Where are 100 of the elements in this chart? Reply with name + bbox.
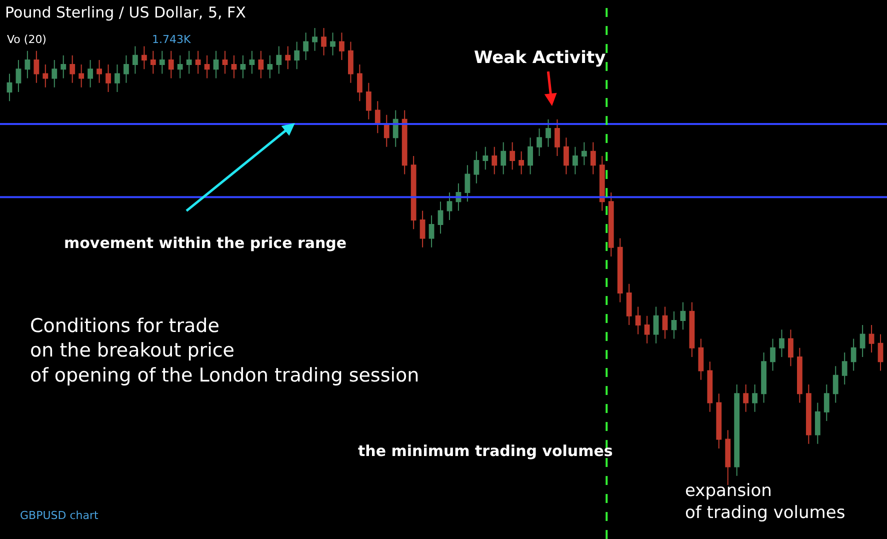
candlestick — [546, 118, 551, 148]
candlestick — [42, 64, 48, 88]
candlestick — [348, 41, 354, 84]
candlestick — [500, 142, 506, 175]
candlestick — [294, 41, 300, 70]
candlestick — [356, 64, 362, 102]
candlestick — [590, 142, 596, 175]
candlestick — [698, 338, 704, 380]
candlestick — [761, 352, 766, 404]
annotation: Vo (20) — [7, 33, 46, 46]
candlestick — [78, 64, 84, 88]
candlestick — [321, 28, 326, 56]
candlestick — [285, 46, 291, 70]
candlestick — [150, 50, 156, 74]
candlestick — [510, 142, 516, 170]
candlestick — [34, 50, 40, 84]
candlestick — [428, 214, 434, 248]
candlestick — [796, 347, 802, 404]
candlestick — [850, 338, 856, 372]
candlestick — [276, 46, 282, 74]
candlestick — [303, 32, 309, 60]
candlestick — [240, 54, 246, 79]
candlestick — [132, 46, 138, 74]
candlestick — [581, 142, 587, 166]
candlestick — [653, 306, 659, 344]
candlestick — [384, 114, 390, 148]
candlestick — [599, 155, 605, 212]
candlestick — [779, 329, 784, 358]
candlestick — [114, 64, 120, 92]
candlestick — [438, 201, 444, 234]
candlestick — [752, 384, 758, 412]
annotation: 1.743K — [152, 33, 192, 46]
candlestick — [96, 59, 102, 84]
candlestick — [492, 146, 498, 175]
candlestick — [6, 73, 12, 102]
candlestick — [464, 164, 470, 202]
candlestick — [788, 329, 794, 367]
candlestick — [635, 306, 641, 335]
candlestick — [878, 334, 884, 372]
candlestick — [707, 361, 713, 412]
candlestick — [554, 118, 560, 156]
candlestick — [770, 338, 776, 372]
candlestick — [482, 146, 488, 170]
candlestick — [446, 192, 452, 220]
candlestick — [366, 82, 372, 120]
candlestick — [842, 352, 848, 385]
candlestick — [88, 59, 94, 88]
candlestick — [832, 366, 838, 404]
candlestick — [608, 192, 614, 257]
candlestick — [806, 384, 812, 444]
candlestick — [868, 324, 874, 353]
candlestick — [662, 306, 668, 340]
candlestick — [186, 50, 192, 74]
candlestick — [410, 155, 416, 230]
candlestick — [743, 384, 749, 412]
candlestick — [312, 28, 318, 52]
candlestick — [420, 210, 426, 248]
candlestick — [402, 110, 408, 175]
candlestick — [16, 59, 22, 92]
candlestick — [52, 59, 58, 88]
candlestick — [689, 302, 695, 358]
annotation: the minimum trading volumes — [358, 442, 613, 460]
candlestick — [258, 50, 264, 79]
annotation: movement within the price range — [64, 234, 347, 252]
candlestick — [671, 310, 677, 340]
candlestick — [528, 137, 534, 175]
candlestick — [213, 50, 219, 79]
candlestick — [564, 137, 569, 175]
candlestick — [60, 54, 66, 79]
candlestick — [177, 54, 183, 79]
candlestick — [231, 54, 237, 79]
annotation: expansion of trading volumes — [685, 481, 846, 524]
candlestick — [626, 283, 632, 326]
candlestick — [518, 150, 524, 175]
candlestick — [24, 50, 30, 79]
candlestick — [330, 32, 336, 56]
candlestick — [204, 54, 210, 79]
candlestick — [374, 100, 380, 134]
candlestick — [536, 128, 542, 156]
candlestick — [159, 50, 165, 74]
candlestick — [860, 324, 866, 358]
candlestick — [195, 50, 201, 74]
candlestick — [168, 50, 174, 79]
candlestick — [267, 54, 273, 79]
candlestick — [222, 50, 228, 74]
candlestick — [249, 50, 255, 74]
candlestick — [106, 64, 111, 92]
candlestick — [392, 110, 398, 148]
candlestick — [141, 46, 147, 70]
candlestick — [339, 32, 344, 60]
annotation: Weak Activity — [474, 48, 606, 68]
candlestick — [824, 384, 830, 422]
candlestick — [70, 54, 76, 84]
candlestick — [734, 384, 740, 476]
text: GBPUSD chart — [20, 509, 99, 522]
candlestick — [572, 146, 578, 175]
candlestick — [644, 315, 650, 344]
candlestick — [680, 302, 686, 330]
annotation: Conditions for trade on the breakout price of opening of the London trading session — [30, 315, 420, 386]
chart-title: Pound Sterling / US Dollar, 5, FX — [5, 3, 246, 22]
